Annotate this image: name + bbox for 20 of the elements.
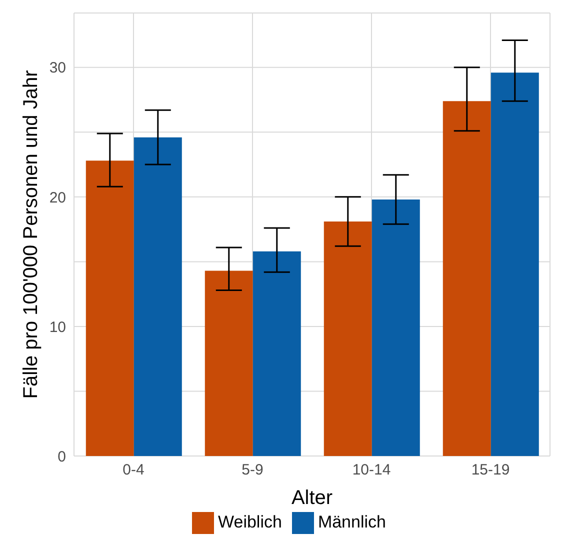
bar [324, 222, 372, 456]
y-tick-label: 20 [49, 189, 66, 206]
x-tick-label: 5-9 [242, 462, 264, 479]
bar [490, 72, 539, 456]
bar [86, 160, 134, 456]
bar [442, 101, 491, 456]
legend-label: Männlich [318, 512, 386, 532]
bar [252, 251, 301, 456]
y-axis-title: Fälle pro 100'000 Personen und Jahr [20, 70, 42, 399]
x-tick-label: 0-4 [122, 462, 144, 479]
bar [134, 137, 182, 456]
y-tick-label: 30 [49, 60, 66, 77]
x-axis-title: Alter [291, 487, 333, 509]
bar [204, 270, 253, 456]
y-tick-label: 10 [49, 318, 66, 336]
legend-label: Weiblich [218, 512, 282, 532]
y-tick-label: 0 [58, 448, 66, 466]
x-tick-label: 10-14 [352, 462, 391, 479]
bar [372, 200, 420, 456]
x-tick-label: 15-19 [471, 462, 510, 479]
